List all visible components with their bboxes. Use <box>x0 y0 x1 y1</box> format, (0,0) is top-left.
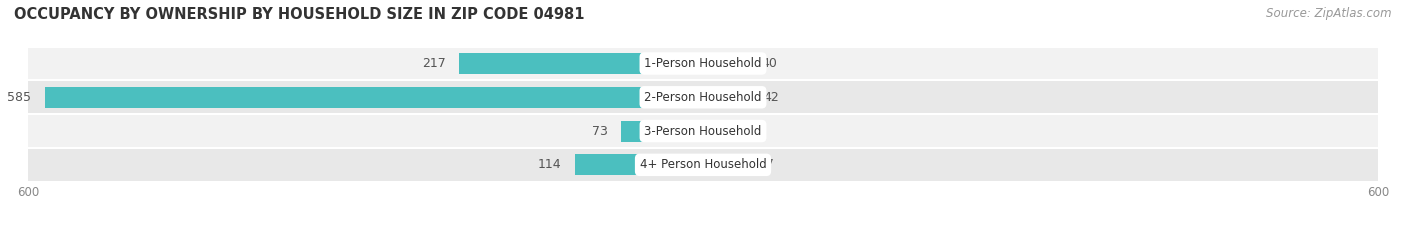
Text: 30: 30 <box>751 125 766 137</box>
Bar <box>703 53 748 74</box>
Text: 37: 37 <box>758 158 773 171</box>
Text: 585: 585 <box>7 91 31 104</box>
Text: OCCUPANCY BY OWNERSHIP BY HOUSEHOLD SIZE IN ZIP CODE 04981: OCCUPANCY BY OWNERSHIP BY HOUSEHOLD SIZE… <box>14 7 585 22</box>
Text: Source: ZipAtlas.com: Source: ZipAtlas.com <box>1267 7 1392 20</box>
Text: 3-Person Household: 3-Person Household <box>644 125 762 137</box>
Text: 217: 217 <box>422 57 446 70</box>
Bar <box>458 53 703 74</box>
Bar <box>28 47 1378 80</box>
Text: 1-Person Household: 1-Person Household <box>644 57 762 70</box>
Text: 40: 40 <box>762 57 778 70</box>
Text: 42: 42 <box>763 91 779 104</box>
Bar <box>703 121 737 141</box>
Bar <box>621 121 703 141</box>
Text: 4+ Person Household: 4+ Person Household <box>640 158 766 171</box>
Text: 73: 73 <box>592 125 607 137</box>
Bar <box>28 114 1378 148</box>
Text: 2-Person Household: 2-Person Household <box>644 91 762 104</box>
Bar <box>45 87 703 108</box>
Bar <box>703 154 745 175</box>
Text: 114: 114 <box>537 158 561 171</box>
Bar <box>575 154 703 175</box>
Bar <box>703 87 751 108</box>
Bar <box>28 80 1378 114</box>
Bar <box>28 148 1378 182</box>
